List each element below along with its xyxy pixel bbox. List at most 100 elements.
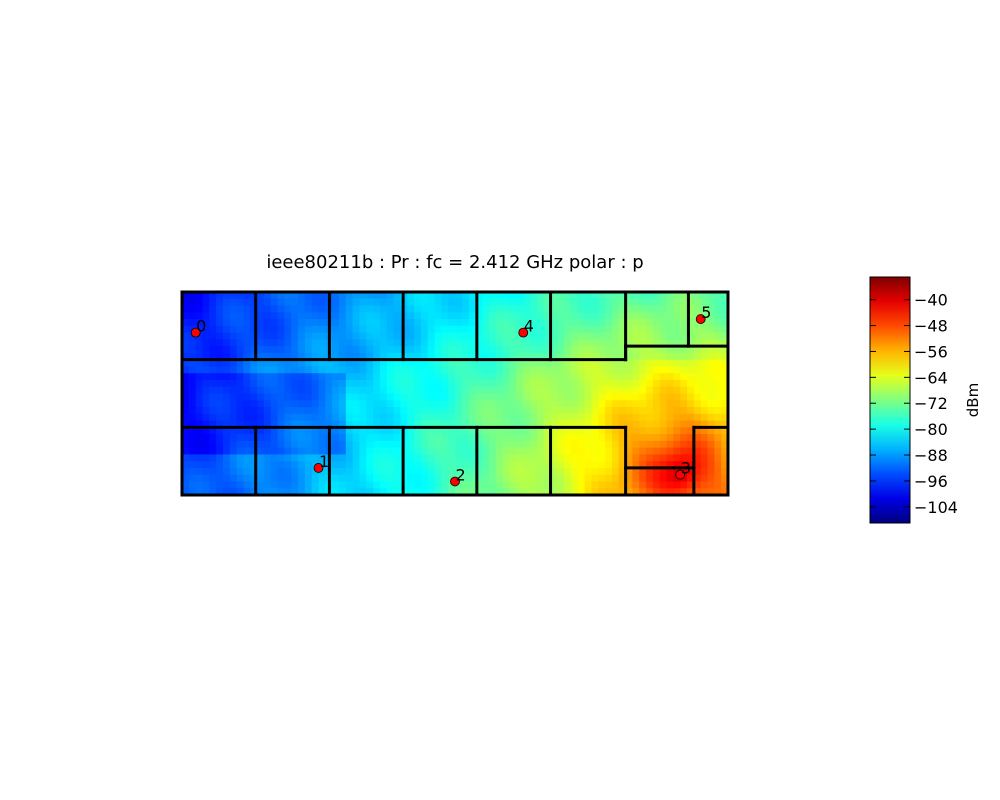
heatmap-cell (298, 481, 306, 489)
heatmap-cell (188, 481, 197, 489)
heatmap-cell (216, 461, 224, 469)
heatmap-cell (366, 359, 374, 368)
heatmap-cell (489, 292, 497, 300)
heatmap-cell (304, 346, 313, 354)
heatmap-cell (427, 332, 436, 340)
heatmap-cell (222, 346, 231, 354)
heatmap-cell (393, 373, 401, 381)
heatmap-cell (659, 305, 668, 313)
heatmap-cell (523, 413, 531, 422)
heatmap-cell (714, 319, 722, 327)
heatmap-cell (714, 427, 722, 435)
heatmap-cell (461, 440, 470, 449)
heatmap-cell (277, 298, 285, 307)
heatmap-cell (591, 407, 599, 415)
heatmap-cell (332, 339, 340, 347)
heatmap-cell (707, 413, 715, 422)
heatmap-cell (468, 298, 477, 307)
heatmap-cell (564, 339, 572, 347)
heatmap-cell (461, 454, 470, 462)
heatmap-cell (407, 407, 415, 415)
heatmap-cell (222, 319, 231, 327)
heatmap-cell (448, 312, 456, 320)
heatmap-cell (434, 319, 442, 327)
heatmap-cell (550, 312, 558, 320)
heatmap-cell (257, 305, 265, 313)
colorbar-label: dBm (964, 383, 982, 417)
heatmap-cell (448, 447, 456, 455)
heatmap-cell (420, 461, 429, 469)
heatmap-cell (277, 407, 285, 415)
heatmap-cell (652, 352, 661, 361)
heatmap-cell (625, 332, 634, 340)
heatmap-cell (673, 488, 681, 496)
heatmap-cell (209, 413, 217, 422)
heatmap-cell (270, 488, 279, 496)
heatmap-cell (591, 481, 599, 489)
heatmap-cell (598, 420, 606, 428)
heatmap-cell (605, 305, 613, 313)
heatmap-cell (373, 339, 381, 347)
heatmap-cell (345, 359, 354, 368)
heatmap-cell (229, 488, 238, 496)
heatmap-cell (332, 474, 340, 483)
heatmap-cell (646, 319, 654, 327)
heatmap-cell (298, 474, 306, 483)
heatmap-cell (495, 393, 504, 401)
heatmap-cell (338, 352, 347, 361)
heatmap-cell (618, 420, 627, 428)
heatmap-cell (502, 373, 511, 381)
heatmap-cell (468, 339, 477, 347)
heatmap-cell (605, 447, 613, 455)
heatmap-cell (543, 386, 552, 395)
heatmap-cell (584, 312, 593, 320)
heatmap-cell (571, 474, 579, 483)
heatmap-cell (475, 339, 483, 347)
heatmap-cell (270, 461, 279, 469)
heatmap-cell (332, 305, 340, 313)
heatmap-cell (543, 352, 552, 361)
heatmap-cell (332, 413, 340, 422)
heatmap-cell (379, 366, 388, 374)
heatmap-cell (407, 454, 415, 462)
heatmap-cell (222, 420, 231, 428)
heatmap-cell (209, 352, 217, 361)
heatmap-cell (277, 346, 285, 354)
heatmap-cell (707, 481, 715, 489)
heatmap-cell (243, 352, 251, 361)
heatmap-cell (571, 434, 579, 442)
heatmap-cell (700, 434, 709, 442)
heatmap-cell (536, 413, 545, 422)
heatmap-cell (714, 292, 722, 300)
heatmap-cell (188, 346, 197, 354)
heatmap-cell (482, 400, 490, 408)
heatmap-cell (707, 461, 715, 469)
heatmap-cell (543, 346, 552, 354)
heatmap-cell (659, 352, 668, 361)
heatmap-cell (700, 447, 709, 455)
heatmap-cell (489, 454, 497, 462)
heatmap-cell (673, 386, 681, 395)
heatmap-cell (277, 352, 285, 361)
heatmap-cell (646, 373, 654, 381)
heatmap-cell (257, 400, 265, 408)
heatmap-cell (611, 366, 620, 374)
heatmap-cell (666, 298, 674, 307)
heatmap-cell (489, 359, 497, 368)
heatmap-cell (461, 366, 470, 374)
heatmap-cell (284, 454, 292, 462)
heatmap-cell (263, 352, 272, 361)
heatmap-cell (202, 352, 210, 361)
heatmap-cell (195, 393, 204, 401)
heatmap-cell (257, 332, 265, 340)
heatmap-cell (625, 366, 634, 374)
heatmap-cell (222, 292, 231, 300)
heatmap-cell (386, 393, 395, 401)
heatmap-cell (618, 467, 627, 476)
heatmap-cell (680, 339, 688, 347)
heatmap-cell (693, 346, 702, 354)
heatmap-cell (291, 427, 299, 435)
heatmap-cell (236, 319, 245, 327)
heatmap-cell (291, 454, 299, 462)
heatmap-cell (502, 434, 511, 442)
